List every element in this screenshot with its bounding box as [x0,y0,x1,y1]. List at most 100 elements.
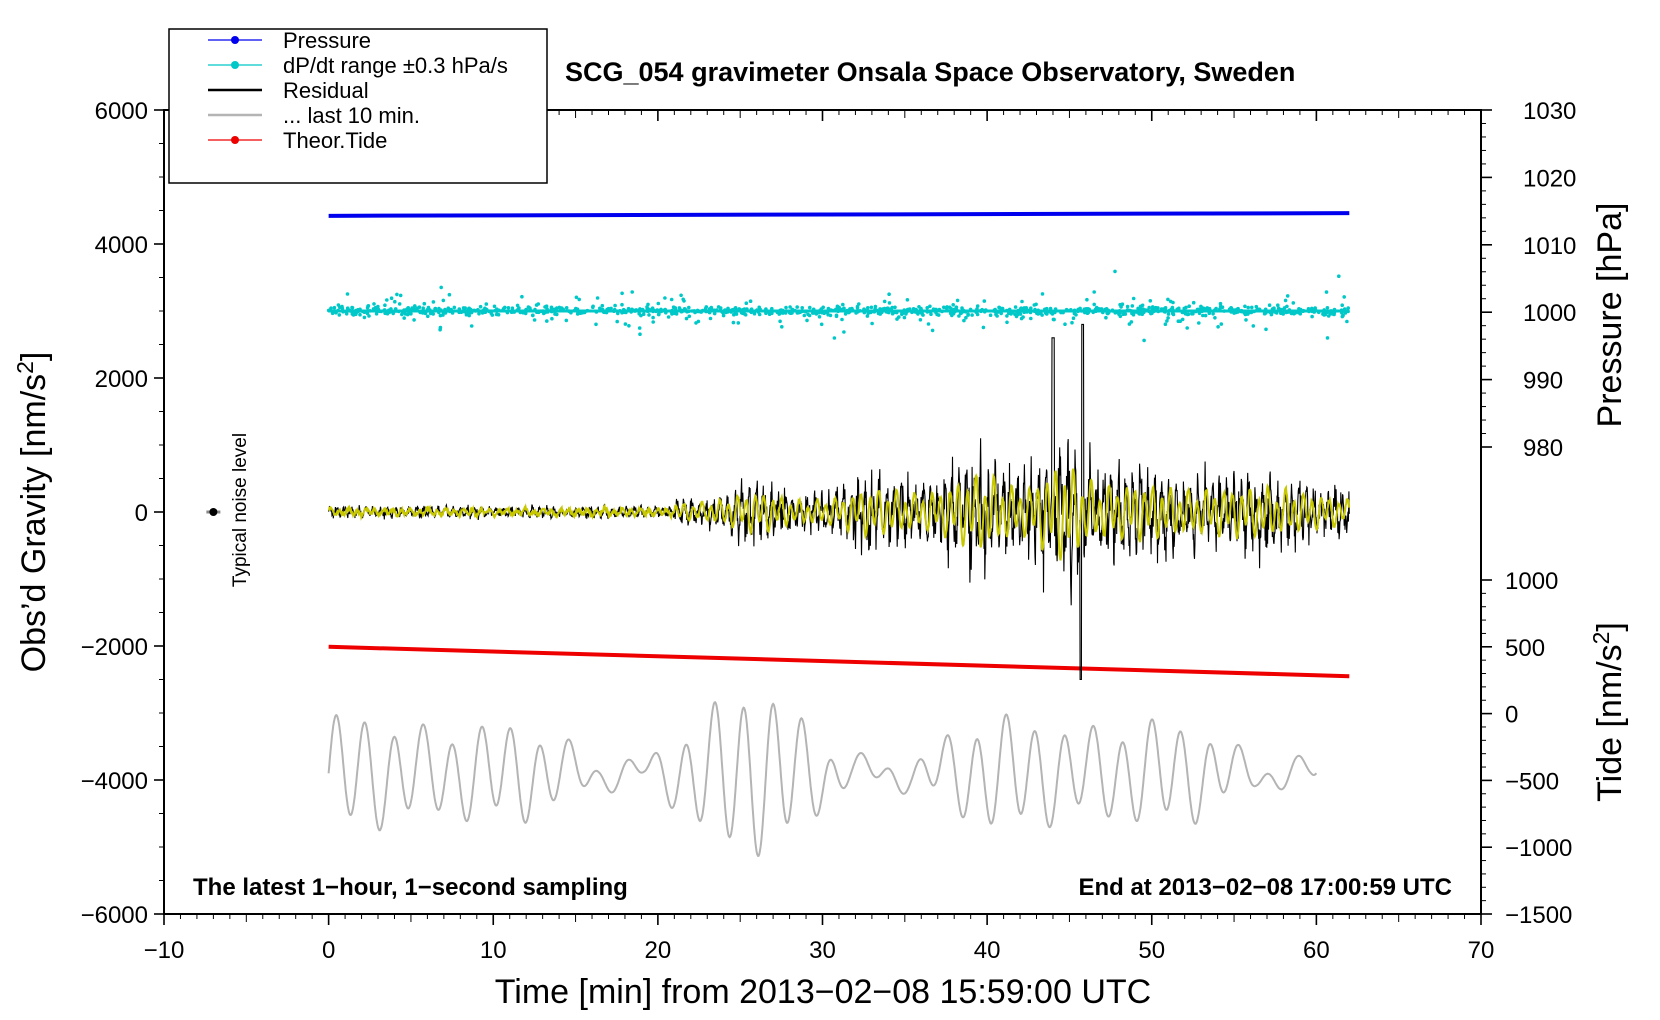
legend-label: Pressure [283,28,371,53]
dpdt-point [613,303,617,308]
ticks-layer [154,109,1492,925]
dpdt-point [1121,312,1125,317]
labels-layer: −10 0 10 20 30 40 50 60 70−6000−4000−20000200040… [81,98,1577,964]
dpdt-point [1171,300,1175,305]
dpdt-point [902,315,907,320]
dpdt-point [600,303,605,308]
dpdt-point [1218,301,1223,306]
dpdt-point [905,298,910,302]
dpdt-point [1113,269,1117,274]
dpdt-point [591,305,595,310]
dpdt-point [733,306,738,310]
dpdt-point [1342,295,1346,299]
dpdt-point [778,319,782,324]
dpdt-point [1205,306,1210,311]
dpdt-point [950,313,954,318]
y-axis-title-tide: Tide [nm/s2] [1588,622,1629,802]
dpdt-point [574,295,579,300]
dpdt-point [1166,312,1171,316]
dpdt-point [736,321,741,325]
dpdt-point [870,321,874,326]
y-tick-label-gravity: 6000 [95,98,148,125]
y-tick-label-pressure: 1020 [1523,165,1576,192]
dpdt-point [1219,322,1224,326]
dpdt-point [677,306,682,310]
dpdt-point [805,318,809,323]
dpdt-point [841,302,845,307]
dpdt-point [1166,297,1170,302]
dpdt-point [657,312,661,316]
dpdt-point [1018,312,1023,316]
y-axis-title-gravity-end: ] [15,352,53,361]
dpdt-point [1165,319,1169,323]
dpdt-point [821,305,825,310]
dpdt-point [1163,306,1168,310]
dpdt-point [1029,306,1033,311]
dpdt-point [1118,314,1123,319]
dpdt-point [598,306,602,311]
y-axis-title-gravity: Obs’d Gravity [nm/s2] [12,352,53,673]
dpdt-point [478,304,483,309]
dpdt-point [918,318,923,322]
dpdt-point [530,313,535,318]
dpdt-point [1346,306,1350,310]
dpdt-point [930,328,935,333]
dpdt-point [345,292,350,296]
dpdt-point [1213,316,1217,320]
dpdt-point [1322,313,1326,317]
dpdt-point [1243,304,1247,309]
dpdt-point [1013,305,1018,309]
dpdt-point [834,314,839,319]
y-tick-label-tide: −500 [1505,768,1559,795]
dpdt-point [988,313,993,318]
dpdt-point [373,305,378,310]
dpdt-point [1131,313,1136,317]
dpdt-point [780,325,784,329]
dpdt-point [397,302,402,306]
y-tick-label-gravity: 4000 [95,232,148,259]
dpdt-point [627,324,631,328]
dpdt-point [441,298,446,303]
dpdt-point [703,306,708,311]
dpdt-point [893,305,897,310]
dpdt-point [1178,319,1182,324]
dpdt-point [921,313,925,317]
y-tick-label-tide: −1000 [1505,835,1572,862]
dpdt-point [679,293,683,298]
x-tick-label: 70 [1468,937,1495,964]
x-tick-label: 40 [974,937,1001,964]
dpdt-point [866,306,870,310]
dpdt-point [687,305,691,310]
dpdt-point [721,313,726,318]
dpdt-point [395,292,399,297]
dpdt-point [873,304,878,309]
y-tick-label-tide: 0 [1505,702,1518,729]
x-axis-title: Time [min] from 2013−02−08 15:59:00 UTC [495,973,1151,1011]
y-axis-title-tide-main: Tide [nm/s [1591,644,1629,801]
dpdt-point [389,296,394,301]
dpdt-point [865,314,870,318]
dpdt-point [837,306,842,311]
dpdt-point [1283,298,1288,303]
legend-marker [231,136,239,144]
dpdt-point [757,305,761,310]
dpdt-point [1005,314,1009,318]
dpdt-point [788,305,792,309]
dpdt-point [800,306,804,310]
dpdt-point [1166,316,1170,320]
dpdt-point [1104,315,1108,320]
dpdt-point [656,301,661,306]
dpdt-point [975,304,980,308]
dpdt-point [1285,304,1289,309]
dpdt-point [413,304,417,308]
dpdt-point [651,315,655,320]
y-tick-label-gravity: −6000 [81,902,148,929]
dpdt-point [802,313,807,318]
dpdt-point [666,315,671,319]
dpdt-point [1203,313,1208,318]
dpdt-point [926,322,931,326]
dpdt-point [630,290,634,294]
dpdt-point [1185,326,1189,330]
x-tick-label: 20 [645,937,672,964]
